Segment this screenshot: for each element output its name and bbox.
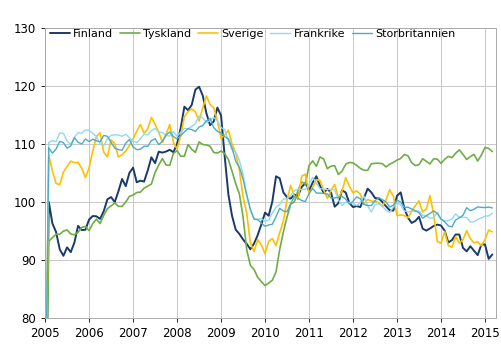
Finland — [489, 252, 495, 257]
Tyskland — [86, 229, 92, 233]
Sverige — [489, 230, 495, 234]
Finland — [409, 221, 415, 225]
Sverige — [240, 195, 246, 199]
Tyskland — [409, 161, 415, 165]
Sverige — [93, 134, 99, 139]
Storbritannien — [86, 140, 92, 144]
Frankrike — [409, 209, 415, 213]
Line: Finland: Finland — [45, 87, 492, 349]
Frankrike — [196, 114, 202, 118]
Finland — [93, 214, 99, 218]
Line: Frankrike: Frankrike — [45, 116, 492, 349]
Frankrike — [489, 211, 495, 215]
Frankrike — [86, 128, 92, 133]
Line: Storbritannien: Storbritannien — [45, 118, 492, 349]
Line: Tyskland: Tyskland — [45, 142, 492, 349]
Sverige — [409, 209, 415, 213]
Frankrike — [93, 134, 99, 138]
Line: Sverige: Sverige — [45, 96, 492, 349]
Sverige — [68, 159, 74, 163]
Frankrike — [170, 129, 176, 134]
Finland — [86, 217, 92, 222]
Storbritannien — [68, 144, 74, 148]
Tyskland — [93, 217, 99, 221]
Tyskland — [196, 140, 202, 144]
Finland — [196, 85, 202, 89]
Finland — [240, 237, 246, 242]
Storbritannien — [170, 134, 176, 139]
Tyskland — [170, 151, 176, 155]
Storbritannien — [409, 207, 415, 211]
Finland — [68, 250, 74, 254]
Sverige — [86, 166, 92, 170]
Tyskland — [240, 215, 246, 219]
Sverige — [170, 140, 176, 144]
Legend: Finland, Tyskland, Sverige, Frankrike, Storbritannien: Finland, Tyskland, Sverige, Frankrike, S… — [50, 29, 455, 39]
Storbritannien — [207, 116, 213, 120]
Tyskland — [68, 232, 74, 236]
Storbritannien — [489, 206, 495, 210]
Frankrike — [68, 142, 74, 147]
Storbritannien — [93, 139, 99, 143]
Tyskland — [489, 149, 495, 154]
Sverige — [203, 94, 209, 98]
Finland — [170, 150, 176, 154]
Frankrike — [240, 172, 246, 177]
Storbritannien — [240, 177, 246, 181]
